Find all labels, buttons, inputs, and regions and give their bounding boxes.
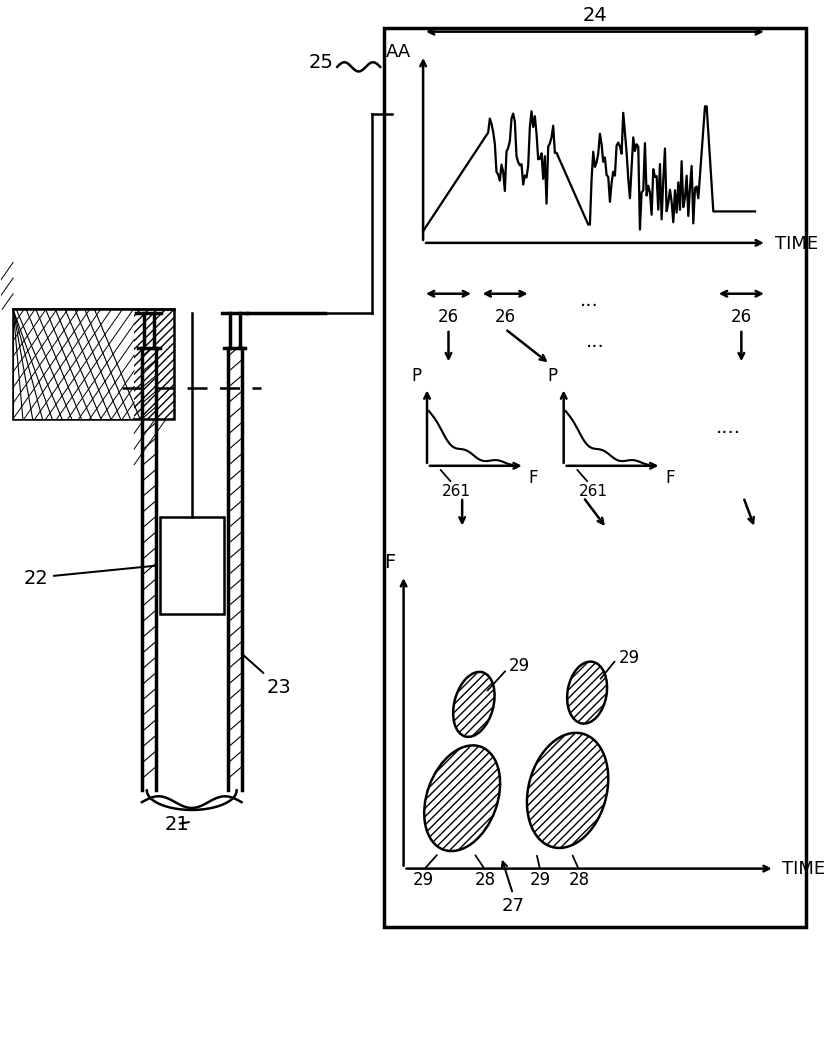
Text: 29: 29 xyxy=(529,870,550,889)
Text: F: F xyxy=(528,469,537,486)
Text: 26: 26 xyxy=(438,308,459,326)
Bar xyxy=(13,310,174,419)
Ellipse shape xyxy=(567,662,607,724)
Text: TIME: TIME xyxy=(774,234,817,252)
Text: 28: 28 xyxy=(475,870,496,889)
Text: 24: 24 xyxy=(582,5,607,25)
Text: P: P xyxy=(547,366,557,384)
Text: 26: 26 xyxy=(730,308,751,326)
Text: 26: 26 xyxy=(494,308,516,326)
Bar xyxy=(13,310,134,419)
Text: 25: 25 xyxy=(308,52,333,72)
Text: F: F xyxy=(665,469,674,486)
Text: ...: ... xyxy=(586,332,604,350)
Text: F: F xyxy=(384,552,395,572)
Text: TIME: TIME xyxy=(782,860,824,878)
Text: 261: 261 xyxy=(578,484,607,499)
Text: 21: 21 xyxy=(165,815,189,834)
Text: ....: .... xyxy=(716,417,740,436)
Text: 28: 28 xyxy=(568,870,589,889)
Text: AA: AA xyxy=(386,43,411,61)
Text: 29: 29 xyxy=(412,870,434,889)
Ellipse shape xyxy=(526,733,608,848)
Text: 29: 29 xyxy=(509,657,530,675)
Text: 29: 29 xyxy=(618,649,639,666)
Ellipse shape xyxy=(424,746,500,851)
Text: 261: 261 xyxy=(441,484,470,499)
Text: 27: 27 xyxy=(501,896,524,914)
Text: P: P xyxy=(411,366,421,384)
Ellipse shape xyxy=(453,673,494,737)
Text: 22: 22 xyxy=(23,566,155,588)
Bar xyxy=(159,517,223,615)
Bar xyxy=(383,28,805,928)
Text: ...: ... xyxy=(579,291,598,310)
Text: 23: 23 xyxy=(244,656,291,697)
